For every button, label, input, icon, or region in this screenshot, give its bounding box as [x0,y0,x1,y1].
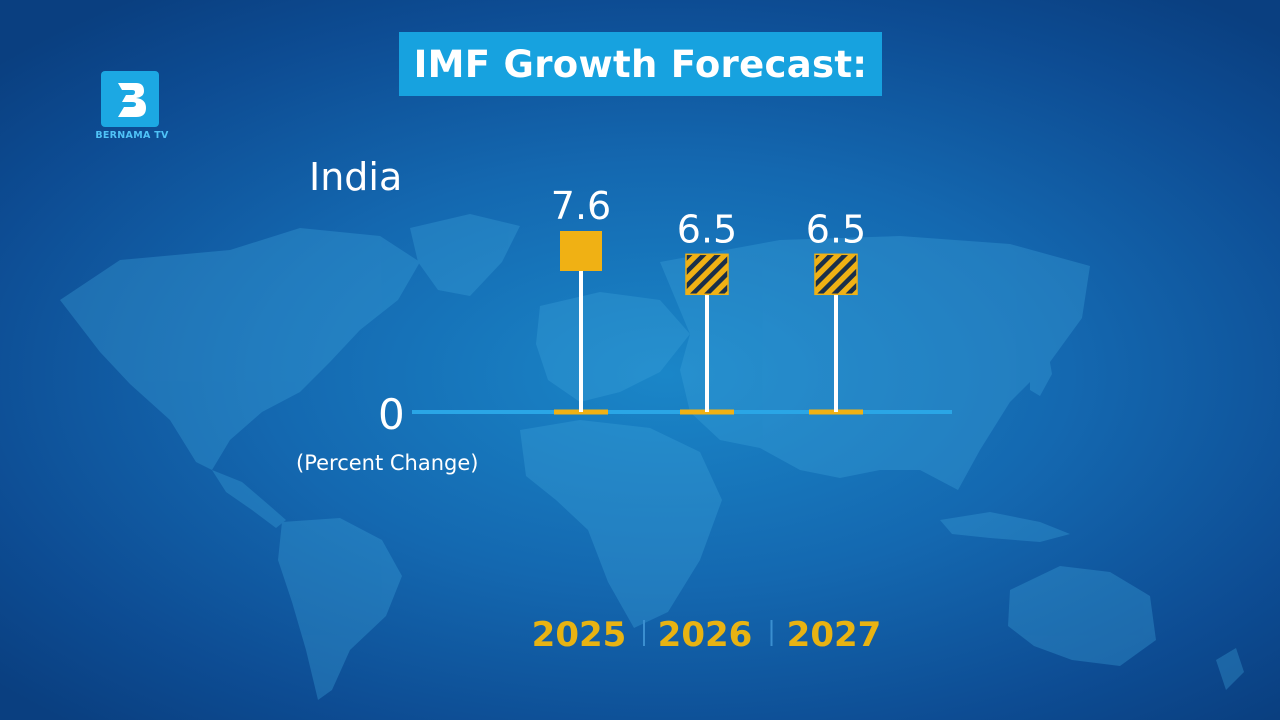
year-label-2026: 2026 [658,615,753,655]
chart-title-text: IMF Growth Forecast: [413,42,868,86]
baseline-label: 0 [378,390,405,439]
value-marker-2026 [685,253,729,296]
channel-logo: BERNAMA TV [92,70,172,142]
year-label-2027: 2027 [787,615,882,655]
logo-text: BERNAMA TV [95,130,169,141]
y-axis-label: (Percent Change) [296,451,479,475]
value-label-2026: 6.5 [677,207,737,251]
bernama-logo-icon [101,71,159,127]
chart-title: IMF Growth Forecast: [399,32,882,96]
value-label-2025: 7.6 [551,184,611,228]
value-marker-2025 [560,231,602,271]
value-label-2027: 6.5 [806,207,866,251]
year-label-2025: 2025 [532,615,627,655]
value-marker-2027 [814,253,858,296]
country-label: India [309,155,403,199]
